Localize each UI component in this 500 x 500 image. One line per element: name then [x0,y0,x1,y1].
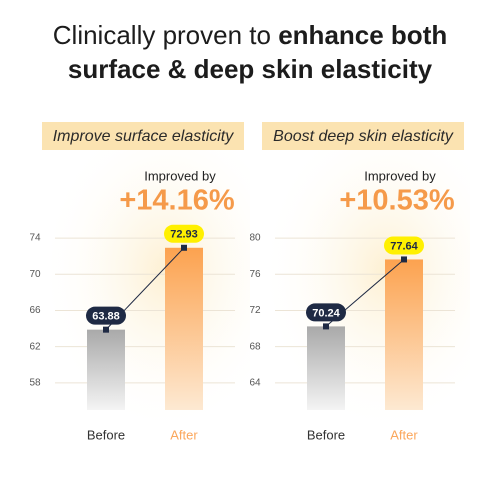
y-tick-label: 80 [249,233,261,244]
value-label: 72.93 [170,229,198,241]
value-label: 70.24 [312,307,340,319]
y-tick-label: 68 [249,341,261,352]
x-tick-label: Before [87,427,125,442]
bar [385,259,423,410]
value-label-box [164,224,204,243]
x-tick-label: After [390,427,418,442]
title-emphasis: enhance both [278,20,448,50]
annotation: Improved by [364,168,436,183]
y-tick-label: 66 [29,305,41,316]
point-marker [401,256,407,263]
x-tick-label: Before [307,427,345,442]
y-tick-label: 70 [29,269,41,280]
bar [307,326,345,410]
y-tick-label: 58 [29,377,41,388]
subtitle: Improve surface elasticity [53,128,235,145]
y-tick-label: 64 [249,377,261,388]
subtitle-box [42,122,244,150]
title-text: Clinically proven to [52,20,271,50]
value-label-box [384,236,424,255]
title-emphasis: surface & deep skin elasticity [67,54,433,84]
value-label: 63.88 [92,311,120,323]
y-tick-label: 74 [29,233,41,244]
value-label: 77.64 [390,240,418,252]
annotation: Improved by [144,168,216,183]
value-label-box [86,306,126,325]
chart-glow [40,150,250,420]
chart-glow [260,150,470,420]
bar [165,247,203,410]
point-marker [323,323,329,330]
point-marker [181,244,187,251]
y-tick-label: 76 [249,269,261,280]
y-tick-label: 62 [29,341,41,352]
y-tick-label: 72 [249,305,261,316]
x-tick-label: After [170,427,198,442]
subtitle-box [262,122,464,150]
bar [87,329,125,410]
change-label: +14.16% [119,185,235,217]
value-label-box [306,303,346,322]
title: Clinically proven to enhance both surfac… [0,18,500,86]
point-marker [103,326,109,333]
subtitle: Boost deep skin elasticity [273,128,454,145]
change-label: +10.53% [339,185,455,217]
